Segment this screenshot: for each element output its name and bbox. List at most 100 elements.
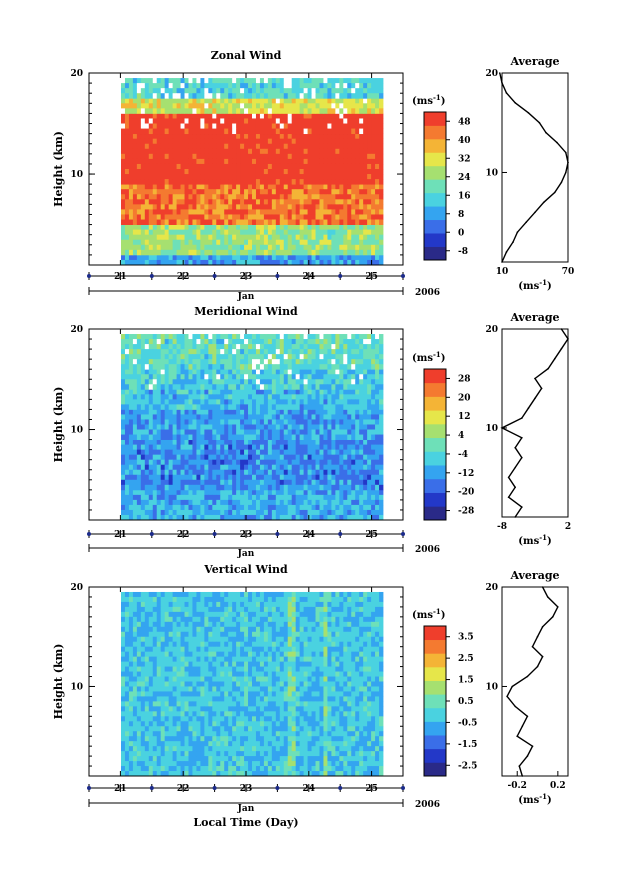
heatmap-cell xyxy=(363,179,368,185)
heatmap-cell xyxy=(319,474,324,481)
heatmap-cell xyxy=(232,249,237,256)
heatmap-cell xyxy=(255,118,261,124)
heatmap-cell xyxy=(319,229,324,236)
heatmap-cell xyxy=(359,474,364,481)
heatmap-cell xyxy=(156,249,162,256)
heatmap-cell xyxy=(291,419,297,425)
heatmap-cell xyxy=(283,479,289,486)
heatmap-cell xyxy=(220,78,225,84)
heatmap-cell xyxy=(371,148,376,155)
heatmap-cell xyxy=(379,163,384,170)
panel-title: Zonal Wind xyxy=(211,49,282,62)
heatmap-cell xyxy=(140,369,146,375)
heatmap-cell xyxy=(259,153,265,160)
heatmap-cell xyxy=(136,204,142,210)
heatmap-cell xyxy=(132,344,138,350)
heatmap-cell xyxy=(248,494,253,501)
heatmap-cell xyxy=(124,113,130,119)
heatmap-cell xyxy=(188,469,193,476)
heatmap-cell xyxy=(299,229,305,236)
heatmap-cell xyxy=(220,219,225,225)
heatmap-cell xyxy=(200,394,205,400)
heatmap-cell xyxy=(307,464,312,471)
heatmap-cell xyxy=(371,354,376,360)
heatmap-cell xyxy=(343,98,348,104)
heatmap-cell xyxy=(315,509,320,516)
heatmap-cell xyxy=(347,103,352,109)
heatmap-cell xyxy=(375,88,380,94)
heatmap-cell xyxy=(307,179,312,185)
heatmap-cell xyxy=(375,244,380,251)
heatmap-cell xyxy=(228,194,233,200)
heatmap-cell xyxy=(164,194,170,200)
heatmap-cell xyxy=(279,103,285,109)
heatmap-cell xyxy=(331,78,336,84)
heatmap-cell xyxy=(303,204,308,210)
heatmap-cell xyxy=(232,359,237,365)
heatmap-cell xyxy=(287,259,293,266)
heatmap-cell xyxy=(287,143,293,150)
heatmap-cell xyxy=(375,169,380,175)
heatmap-cell xyxy=(204,138,209,145)
heatmap-cell xyxy=(216,234,221,241)
heatmap-cell xyxy=(168,379,174,385)
heatmap-cell xyxy=(140,514,146,521)
heatmap-cell xyxy=(144,439,150,446)
heatmap-cell xyxy=(371,499,376,506)
heatmap-cell xyxy=(323,354,328,360)
heatmap-cell xyxy=(355,449,360,456)
heatmap-cell xyxy=(283,389,289,395)
heatmap-cell xyxy=(359,224,364,231)
heatmap-cell xyxy=(367,179,372,185)
heatmap-cell xyxy=(140,359,146,365)
heatmap-cell xyxy=(295,239,301,246)
heatmap-cell xyxy=(303,143,308,150)
heatmap-cell xyxy=(311,259,316,266)
heatmap-cell xyxy=(216,128,221,135)
heatmap-cell xyxy=(236,354,241,360)
heatmap-cell xyxy=(121,484,126,491)
heatmap-cell xyxy=(124,409,130,415)
heatmap-cell xyxy=(168,239,174,246)
heatmap-cell xyxy=(148,133,154,140)
heatmap-cell xyxy=(124,254,130,261)
heatmap-cell xyxy=(184,394,189,400)
heatmap-cell xyxy=(331,184,336,190)
heatmap-cell xyxy=(248,344,253,350)
heatmap-cell xyxy=(236,429,241,435)
y-tick-label: 10 xyxy=(70,170,83,180)
heatmap-cell xyxy=(351,459,356,466)
heatmap-cell xyxy=(311,369,316,375)
heatmap-cell xyxy=(232,339,237,345)
heatmap-cell xyxy=(156,494,162,501)
heatmap-cell xyxy=(299,78,305,84)
heatmap-cell xyxy=(248,394,253,400)
heatmap-cell xyxy=(188,404,193,410)
panel-title: Meridional Wind xyxy=(194,305,298,318)
heatmap-cell xyxy=(228,138,233,145)
heatmap-cell xyxy=(279,484,285,491)
heatmap-cell xyxy=(327,118,332,124)
heatmap-cell xyxy=(327,424,332,430)
heatmap-cell xyxy=(140,234,146,241)
heatmap-cell xyxy=(291,229,297,236)
heatmap-cell xyxy=(295,133,301,140)
heatmap-cell xyxy=(148,514,154,521)
heatmap-cell xyxy=(148,494,154,501)
heatmap-cell xyxy=(188,184,193,190)
heatmap-cell xyxy=(331,143,336,150)
heatmap-cell xyxy=(248,469,253,476)
heatmap-cell xyxy=(355,344,360,350)
heatmap-cell xyxy=(140,424,146,430)
heatmap-cell xyxy=(180,484,185,491)
heatmap-cell xyxy=(236,424,241,430)
heatmap-cell xyxy=(371,103,376,109)
heatmap-cell xyxy=(148,464,154,471)
heatmap-cell xyxy=(236,344,241,350)
heatmap-cell xyxy=(295,379,301,385)
heatmap-cell xyxy=(327,194,332,200)
heatmap-cell xyxy=(299,489,305,496)
heatmap-cell xyxy=(176,169,181,175)
heatmap-cell xyxy=(255,103,261,109)
heatmap-cell xyxy=(224,509,229,516)
